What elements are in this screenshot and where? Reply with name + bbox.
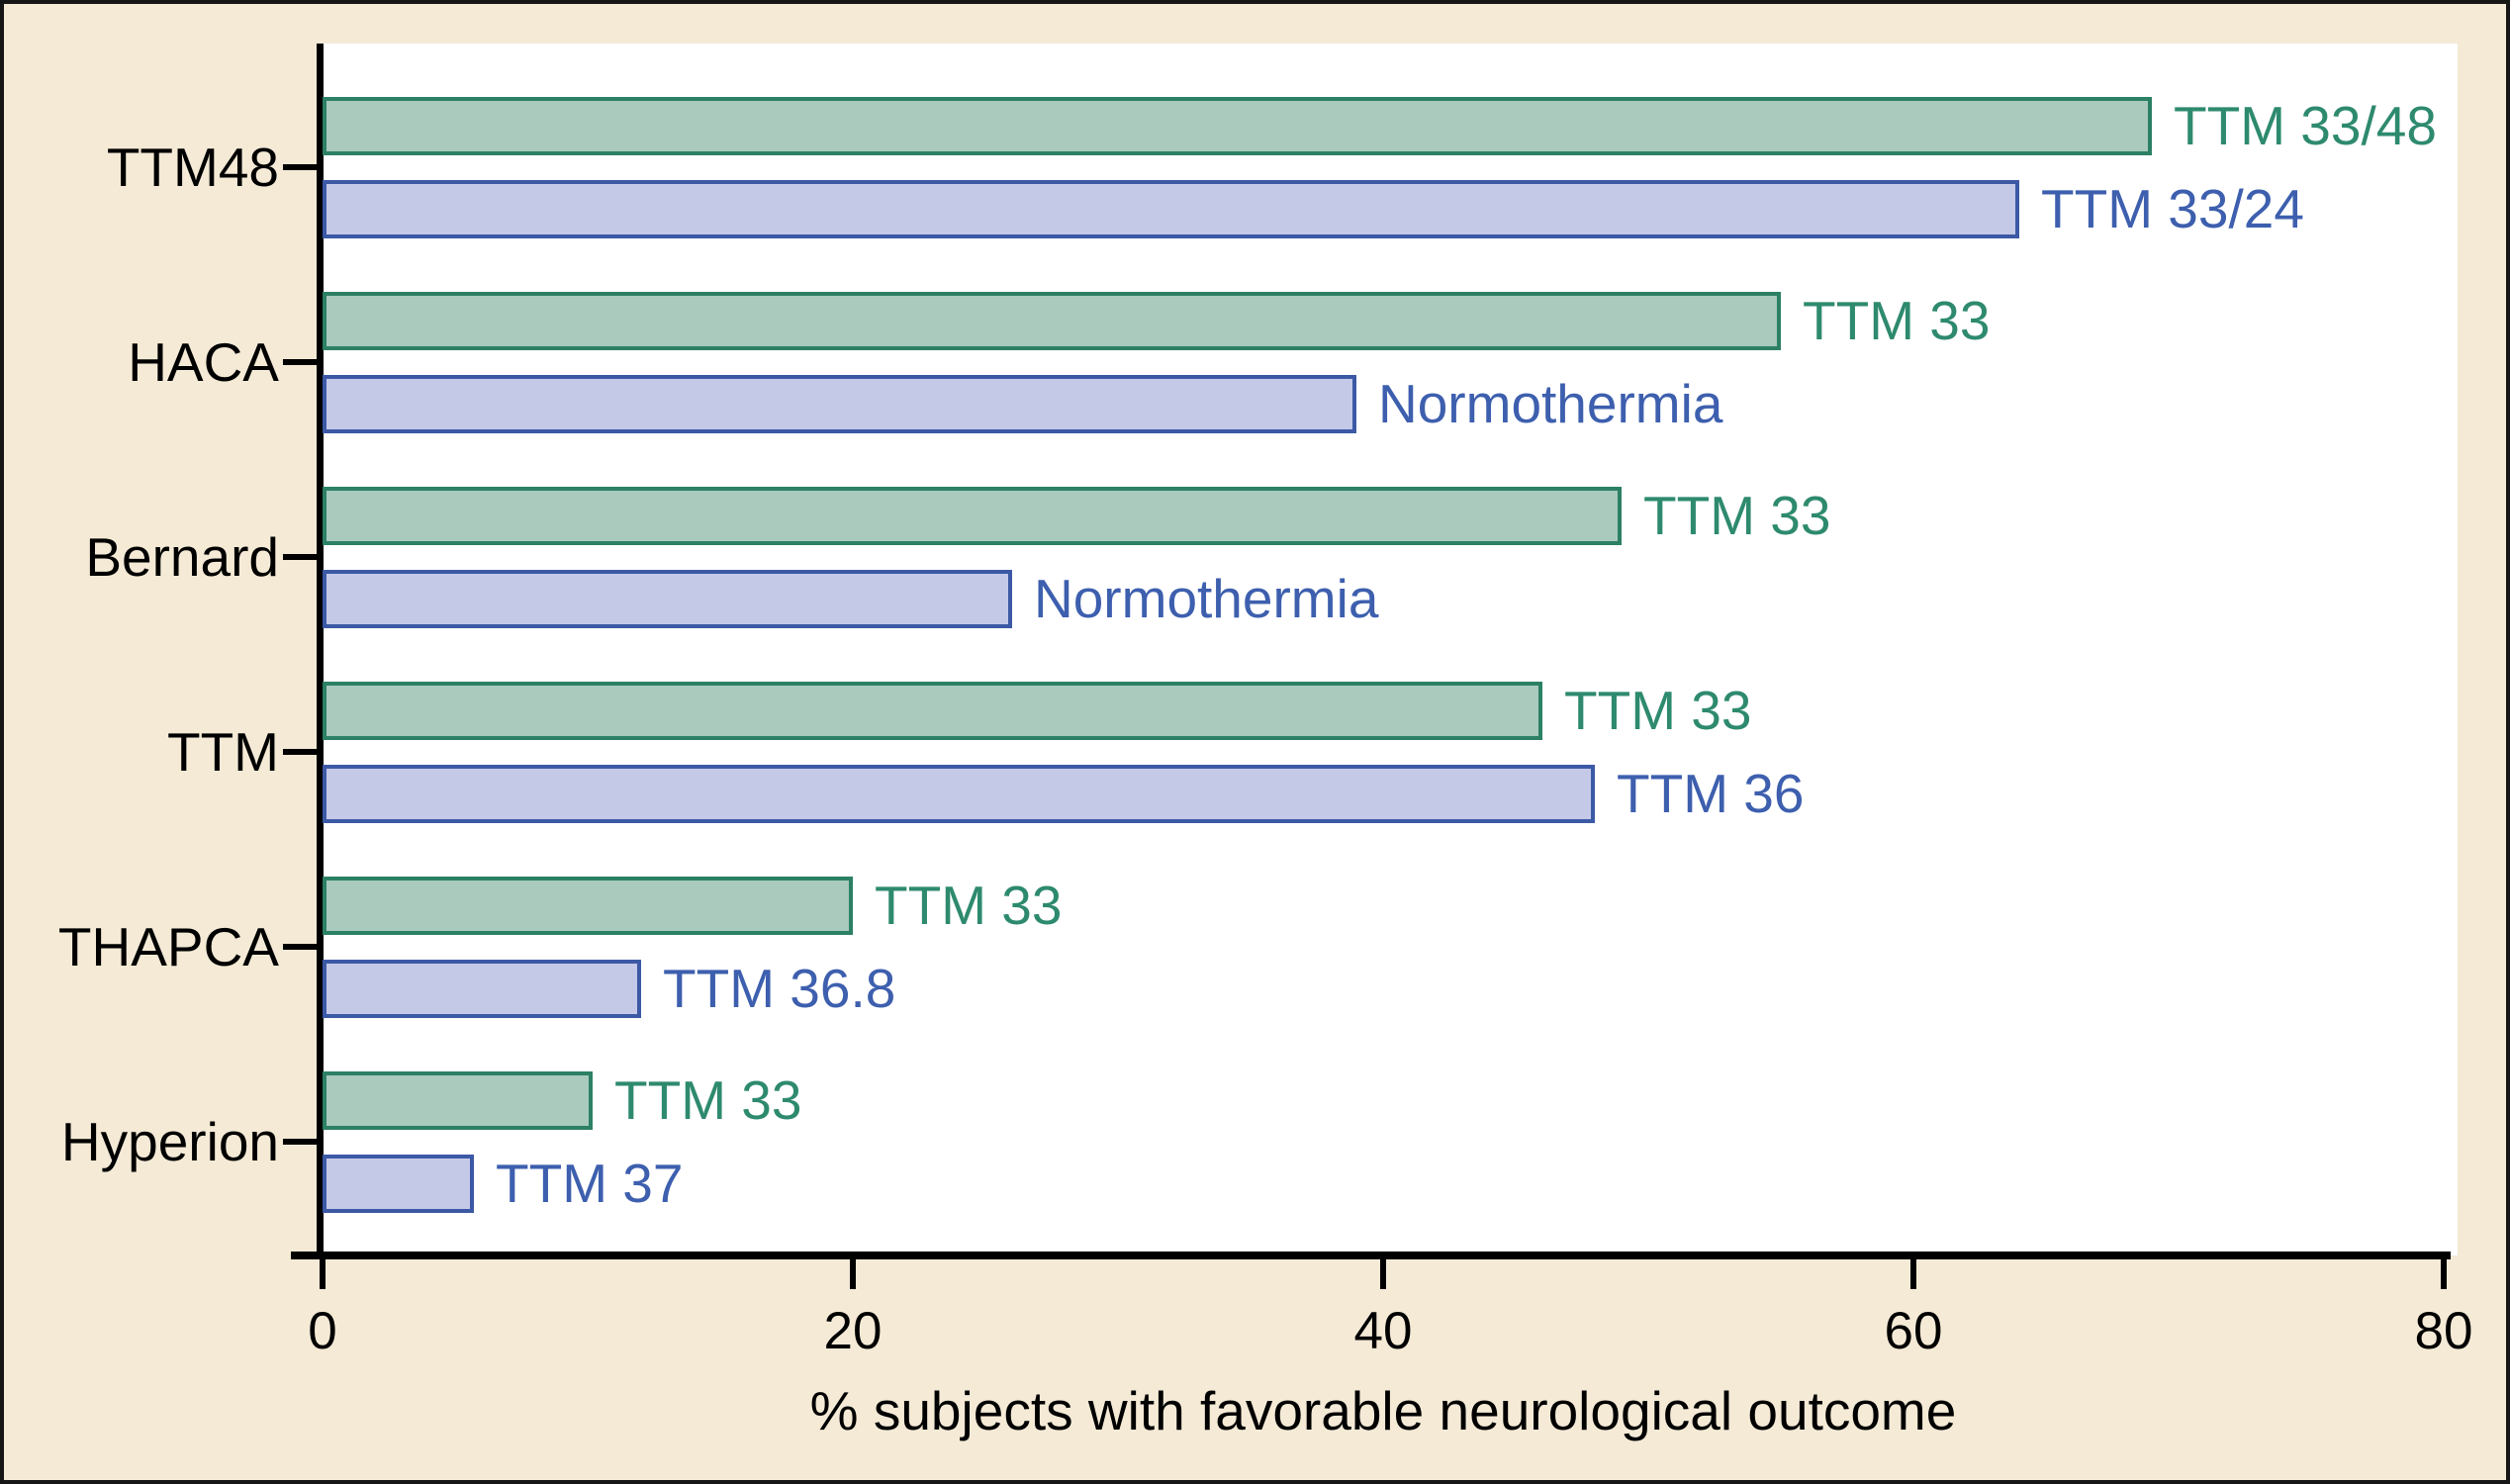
bar-green <box>323 292 1781 350</box>
bar-green <box>323 1071 593 1130</box>
y-axis-line <box>317 44 324 1258</box>
bar-green <box>323 97 2152 155</box>
y-axis-label-hyperion: Hyperion <box>60 1111 279 1172</box>
y-axis-tick <box>283 944 323 950</box>
x-axis-tick <box>1910 1255 1916 1289</box>
x-tick-label: 40 <box>1353 1302 1413 1360</box>
bar-blue <box>323 1155 474 1213</box>
bar-label-blue: TTM 36.8 <box>663 958 896 1019</box>
bar-label-green: TTM 33 <box>614 1069 802 1131</box>
bar-label-blue: TTM 33/24 <box>2041 178 2304 239</box>
y-axis-tick <box>283 1139 323 1145</box>
y-axis-tick <box>283 749 323 755</box>
x-tick-label: 0 <box>308 1302 337 1360</box>
y-axis-tick <box>283 164 323 170</box>
bar-green <box>323 682 1542 740</box>
x-axis-tick <box>850 1255 856 1289</box>
bar-label-green: TTM 33 <box>1803 290 1991 351</box>
bar-blue <box>323 570 1012 628</box>
bar-label-green: TTM 33/48 <box>2174 95 2437 156</box>
bar-label-green: TTM 33 <box>875 875 1063 936</box>
x-tick-label: 20 <box>823 1302 883 1360</box>
y-axis-label-ttm48: TTM48 <box>106 137 279 198</box>
x-axis-title: % subjects with favorable neurological o… <box>809 1380 1957 1441</box>
plot-area <box>323 44 2458 1255</box>
bar-green <box>323 487 1622 545</box>
bar-label-blue: TTM 36 <box>1617 763 1805 824</box>
bar-blue <box>323 180 2019 238</box>
bar-blue <box>323 375 1356 433</box>
y-axis-tick <box>283 554 323 560</box>
bar-blue <box>323 765 1595 823</box>
x-tick-label: 60 <box>1884 1302 1943 1360</box>
x-axis-tick <box>2441 1255 2447 1289</box>
x-axis-line <box>291 1252 2451 1259</box>
bar-green <box>323 877 853 935</box>
x-axis-tick <box>1380 1255 1386 1289</box>
y-axis-label-haca: HACA <box>128 331 279 393</box>
x-axis-tick <box>320 1255 325 1289</box>
bar-label-blue: Normothermia <box>1378 373 1723 434</box>
bar-blue <box>323 960 641 1018</box>
y-axis-label-bernard: Bernard <box>85 526 279 588</box>
bar-label-blue: TTM 37 <box>496 1153 684 1214</box>
bar-label-green: TTM 33 <box>1564 680 1752 741</box>
y-axis-label-ttm: TTM <box>166 721 279 783</box>
bar-label-blue: Normothermia <box>1034 568 1379 629</box>
bar-label-green: TTM 33 <box>1643 485 1831 546</box>
x-tick-label: 80 <box>2414 1302 2473 1360</box>
y-axis-tick <box>283 359 323 365</box>
y-axis-label-thapca: THAPCA <box>57 916 279 977</box>
